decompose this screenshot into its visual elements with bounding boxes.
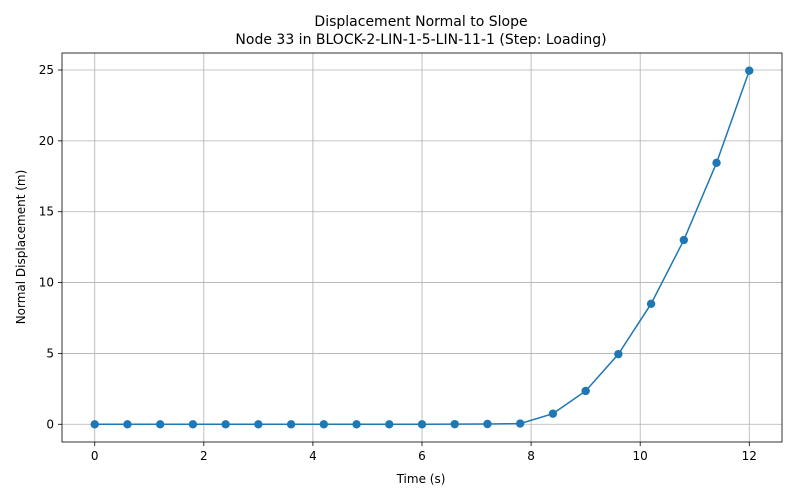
chart-subtitle: Node 33 in BLOCK-2-LIN-1-5-LIN-11-1 (Ste… bbox=[235, 32, 606, 48]
data-point bbox=[385, 420, 394, 429]
x-tick-label: 6 bbox=[418, 449, 426, 463]
data-point bbox=[515, 419, 525, 428]
data-point bbox=[745, 66, 754, 75]
data-point bbox=[679, 235, 689, 245]
data-point bbox=[548, 409, 558, 418]
y-tick-label: 15 bbox=[39, 205, 54, 219]
x-tick-label: 0 bbox=[91, 449, 99, 463]
y-tick-label: 5 bbox=[46, 346, 54, 360]
axis-ticks: 0 2 4 6 8 10 12 0 5 10 15 20 25 bbox=[39, 63, 757, 463]
y-tick-label: 25 bbox=[39, 63, 54, 77]
grid bbox=[62, 53, 782, 442]
x-tick-label: 2 bbox=[200, 449, 208, 463]
x-tick-label: 12 bbox=[742, 449, 757, 463]
data-point bbox=[614, 349, 623, 359]
data-point bbox=[646, 299, 656, 309]
x-tick-label: 8 bbox=[527, 449, 535, 463]
data-point bbox=[155, 420, 165, 429]
x-tick-label: 10 bbox=[633, 449, 648, 463]
plot-frame bbox=[61, 52, 783, 443]
data-point bbox=[712, 158, 721, 168]
y-tick-label: 10 bbox=[39, 276, 54, 290]
x-axis-label: Time (s) bbox=[396, 472, 446, 486]
data-point bbox=[417, 420, 427, 429]
x-tick-label: 4 bbox=[309, 449, 317, 463]
y-axis-label: Normal Displacement (m) bbox=[14, 170, 28, 325]
data-point bbox=[221, 420, 230, 429]
data-point bbox=[188, 420, 198, 429]
series-layer bbox=[90, 66, 754, 429]
data-point bbox=[581, 386, 590, 396]
data-point bbox=[90, 420, 99, 429]
data-point bbox=[483, 419, 492, 429]
data-point bbox=[286, 420, 296, 429]
data-point bbox=[450, 419, 459, 429]
data-point bbox=[123, 420, 132, 429]
data-point bbox=[319, 420, 329, 429]
data-point bbox=[254, 420, 263, 429]
data-point bbox=[352, 420, 361, 429]
y-tick-label: 20 bbox=[39, 134, 54, 148]
chart-title: Displacement Normal to Slope bbox=[314, 14, 527, 30]
y-tick-label: 0 bbox=[46, 417, 54, 431]
